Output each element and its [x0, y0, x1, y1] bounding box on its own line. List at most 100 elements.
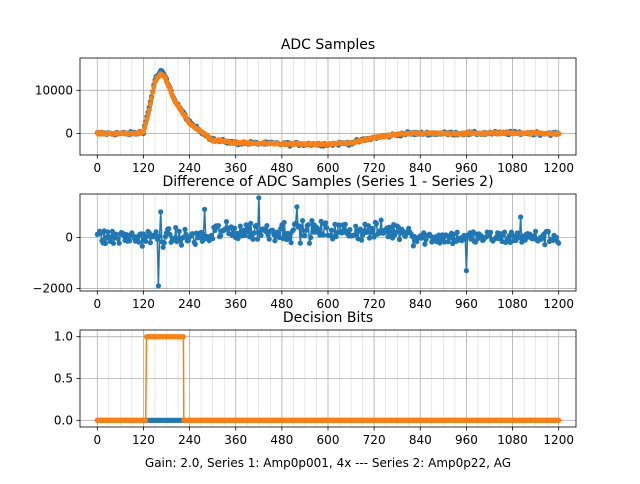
difference-point — [218, 233, 224, 239]
decision-2-point — [180, 334, 186, 340]
difference-point — [248, 220, 254, 226]
difference-point — [110, 240, 117, 246]
difference-point — [272, 238, 278, 244]
difference-point — [324, 225, 330, 231]
series-2-point — [144, 116, 150, 122]
x-tick-label: 720 — [363, 297, 386, 311]
difference-point — [237, 223, 243, 229]
x-tick-label: 720 — [363, 161, 386, 175]
difference-point — [533, 228, 539, 234]
difference-point — [296, 223, 302, 229]
difference-point — [136, 239, 142, 245]
difference-point — [323, 220, 329, 226]
series-2-point — [140, 129, 146, 135]
difference-point — [158, 209, 164, 215]
difference-point — [422, 241, 428, 247]
difference-point — [463, 268, 469, 274]
x-tick-label: 0 — [93, 161, 101, 175]
difference-point — [167, 231, 173, 238]
difference-point — [182, 226, 188, 232]
difference-point — [545, 228, 551, 235]
difference-point — [264, 223, 270, 229]
x-tick-label: 360 — [224, 161, 247, 175]
difference-title: Difference of ADC Samples (Series 1 - Se… — [162, 174, 493, 190]
difference-point — [116, 240, 122, 246]
x-tick-label: 360 — [224, 433, 247, 447]
difference-point — [553, 234, 560, 240]
difference-point — [215, 223, 221, 229]
difference-point — [445, 239, 451, 245]
difference-point — [300, 218, 306, 224]
difference-point — [462, 236, 468, 242]
x-tick-label: 1200 — [543, 161, 574, 175]
difference-point — [147, 240, 153, 246]
difference-point — [166, 226, 172, 232]
difference-point — [423, 237, 429, 243]
difference-point — [309, 218, 315, 224]
difference-point — [410, 243, 416, 249]
difference-point — [290, 227, 296, 233]
difference-point — [353, 223, 359, 229]
difference-point — [294, 204, 300, 210]
difference-point — [210, 236, 216, 242]
difference-point — [370, 226, 376, 232]
difference-point — [250, 236, 256, 242]
decision-2-point — [556, 417, 562, 423]
series-2-point — [148, 95, 155, 101]
difference-point — [488, 229, 494, 235]
difference-point — [144, 233, 150, 239]
x-tick-label: 1200 — [543, 433, 574, 447]
series-2-point — [150, 89, 156, 95]
difference-point — [115, 236, 121, 242]
x-tick-label: 960 — [455, 297, 478, 311]
difference-point — [454, 229, 460, 235]
x-tick-label: 120 — [132, 161, 155, 175]
axes-frame — [79, 329, 577, 428]
difference-point — [178, 242, 185, 248]
difference-point — [447, 235, 453, 241]
y-tick-label: 0 — [65, 230, 73, 244]
difference-point — [281, 219, 287, 226]
series-2-point — [147, 101, 153, 107]
x-tick-label: 240 — [178, 297, 201, 311]
difference-point — [513, 237, 519, 243]
difference-point — [320, 232, 326, 238]
x-tick-label: 960 — [455, 161, 478, 175]
difference-point — [244, 229, 250, 235]
difference-point — [293, 220, 299, 226]
difference-point — [265, 232, 271, 238]
x-tick-label: 840 — [409, 161, 432, 175]
y-tick-label: 0 — [65, 126, 73, 140]
x-tick-label: 1080 — [497, 161, 528, 175]
difference-point — [157, 233, 163, 239]
x-tick-label: 480 — [270, 433, 293, 447]
difference-point — [127, 238, 133, 244]
x-tick-label: 120 — [132, 433, 155, 447]
difference-point — [173, 225, 179, 231]
difference-point — [302, 233, 308, 239]
x-tick-label: 600 — [317, 433, 340, 447]
difference-point — [109, 228, 115, 234]
difference-point — [256, 195, 262, 201]
difference-point — [255, 236, 261, 242]
series-2-point — [151, 84, 157, 90]
difference-point — [542, 242, 548, 248]
x-tick-label: 240 — [178, 433, 201, 447]
difference-point — [242, 233, 248, 239]
adc-samples-panel: 0 120 240 360 480 600 720 840 960 1080 1200 0 10000 A… — [35, 37, 577, 175]
y-tick-label: 10000 — [35, 83, 73, 97]
x-tick-label: 0 — [93, 433, 101, 447]
difference-point — [192, 241, 198, 247]
difference-point — [176, 228, 182, 234]
difference-point — [202, 206, 208, 212]
figure-footer-xlabel: Gain: 2.0, Series 1: Amp0p001, 4x --- Se… — [145, 456, 511, 470]
series-2-point — [146, 107, 152, 113]
difference-point — [113, 231, 119, 237]
difference-point — [245, 225, 251, 231]
difference-point — [160, 244, 166, 250]
x-tick-label: 840 — [409, 433, 432, 447]
difference-point — [270, 227, 276, 233]
decision-bits-title: Decision Bits — [283, 310, 373, 326]
difference-panel: 0 120 240 360 480 600 720 840 960 1080 1200 −2000 0 D… — [32, 174, 577, 311]
